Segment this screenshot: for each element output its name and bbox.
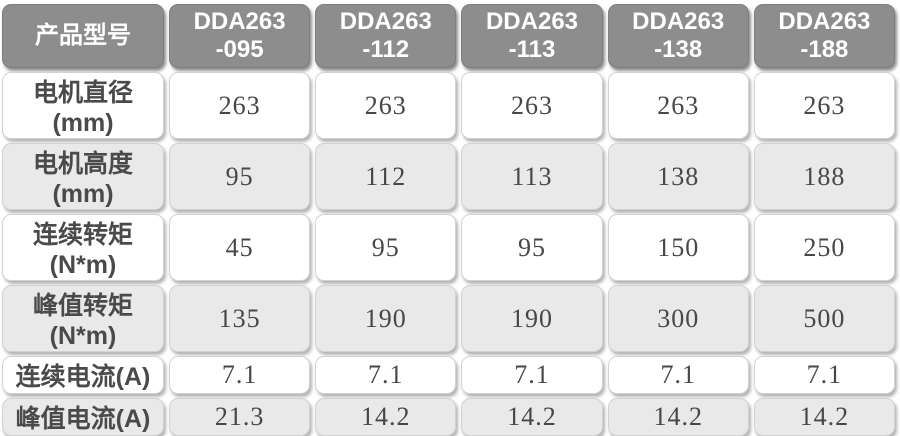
value-cell: 150	[607, 214, 749, 281]
corner-header-cell: 产品型号	[2, 4, 164, 68]
spec-table: 产品型号 DDA263 -095 DDA263 -112 DDA263 -113…	[2, 4, 895, 436]
row-label-cell: 连续电流(A)	[2, 356, 164, 394]
value-cell: 7.1	[607, 356, 749, 394]
value-cell: 188	[753, 143, 895, 210]
value-cell: 263	[607, 72, 749, 139]
value-cell: 7.1	[753, 356, 895, 394]
value-cell: 263	[169, 72, 311, 139]
value-cell: 263	[753, 72, 895, 139]
value-cell: 135	[169, 285, 311, 352]
column-header-cell: DDA263 -095	[169, 4, 311, 68]
row-label-cell: 连续转矩(N*m)	[2, 214, 164, 281]
column-header-cell: DDA263 -188	[753, 4, 895, 68]
value-cell: 95	[461, 214, 603, 281]
value-cell: 250	[753, 214, 895, 281]
row-label-cell: 电机直径(mm)	[2, 72, 164, 139]
column-header-cell: DDA263 -138	[607, 4, 749, 68]
value-cell: 14.2	[315, 398, 457, 436]
value-cell: 21.3	[169, 398, 311, 436]
value-cell: 45	[169, 214, 311, 281]
value-cell: 300	[607, 285, 749, 352]
value-cell: 14.2	[753, 398, 895, 436]
value-cell: 95	[169, 143, 311, 210]
column-header-cell: DDA263 -112	[315, 4, 457, 68]
value-cell: 7.1	[315, 356, 457, 394]
value-cell: 14.2	[461, 398, 603, 436]
row-label-cell: 峰值转矩(N*m)	[2, 285, 164, 352]
value-cell: 7.1	[169, 356, 311, 394]
value-cell: 138	[607, 143, 749, 210]
column-header-cell: DDA263 -113	[461, 4, 603, 68]
value-cell: 14.2	[607, 398, 749, 436]
value-cell: 190	[315, 285, 457, 352]
value-cell: 190	[461, 285, 603, 352]
row-label-cell: 峰值电流(A)	[2, 398, 164, 436]
value-cell: 263	[315, 72, 457, 139]
value-cell: 95	[315, 214, 457, 281]
value-cell: 112	[315, 143, 457, 210]
value-cell: 500	[753, 285, 895, 352]
value-cell: 263	[461, 72, 603, 139]
row-label-cell: 电机高度(mm)	[2, 143, 164, 210]
value-cell: 7.1	[461, 356, 603, 394]
value-cell: 113	[461, 143, 603, 210]
